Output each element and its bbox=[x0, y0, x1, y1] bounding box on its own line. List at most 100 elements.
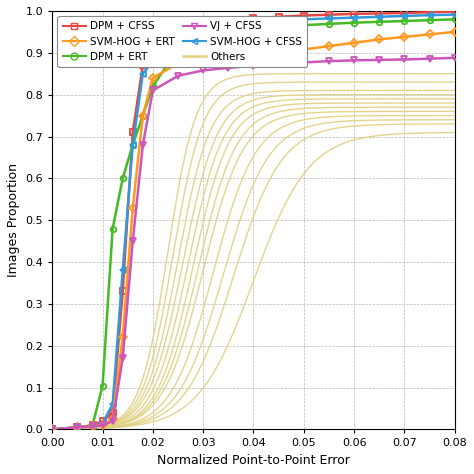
SVM-HOG + ERT bbox=[376, 36, 382, 42]
DPM + ERT bbox=[74, 425, 80, 430]
DPM + ERT bbox=[100, 383, 105, 388]
VJ + CFSS bbox=[452, 55, 457, 61]
SVM-HOG + ERT bbox=[74, 425, 80, 430]
VJ + CFSS bbox=[351, 57, 357, 63]
SVM-HOG + ERT bbox=[226, 54, 231, 60]
SVM-HOG + ERT bbox=[90, 423, 95, 429]
VJ + CFSS bbox=[401, 57, 407, 63]
VJ + CFSS bbox=[376, 57, 382, 63]
VJ + CFSS bbox=[100, 422, 105, 428]
SVM-HOG + ERT bbox=[175, 60, 181, 66]
DPM + CFSS bbox=[326, 12, 332, 18]
DPM + ERT bbox=[276, 24, 282, 30]
DPM + CFSS bbox=[226, 18, 231, 24]
Line: VJ + CFSS: VJ + CFSS bbox=[49, 55, 457, 432]
DPM + CFSS bbox=[130, 129, 136, 135]
DPM + ERT bbox=[201, 37, 206, 43]
Legend: DPM + CFSS, SVM-HOG + ERT, DPM + ERT, VJ + CFSS, SVM-HOG + CFSS, Others: DPM + CFSS, SVM-HOG + ERT, DPM + ERT, VJ… bbox=[57, 16, 307, 67]
VJ + CFSS bbox=[49, 427, 55, 432]
VJ + CFSS bbox=[110, 418, 116, 424]
SVM-HOG + CFSS bbox=[110, 401, 116, 407]
SVM-HOG + ERT bbox=[150, 75, 156, 81]
DPM + ERT bbox=[226, 31, 231, 37]
DPM + ERT bbox=[326, 21, 332, 27]
SVM-HOG + ERT bbox=[49, 427, 55, 432]
DPM + CFSS bbox=[140, 63, 146, 68]
VJ + CFSS bbox=[120, 356, 126, 361]
Line: DPM + ERT: DPM + ERT bbox=[49, 17, 457, 432]
SVM-HOG + CFSS bbox=[226, 22, 231, 28]
DPM + ERT bbox=[150, 83, 156, 89]
DPM + CFSS bbox=[74, 425, 80, 430]
VJ + CFSS bbox=[301, 60, 307, 65]
SVM-HOG + CFSS bbox=[251, 20, 256, 26]
VJ + CFSS bbox=[74, 425, 80, 430]
VJ + CFSS bbox=[90, 423, 95, 429]
Line: SVM-HOG + ERT: SVM-HOG + ERT bbox=[49, 29, 457, 432]
SVM-HOG + CFSS bbox=[452, 12, 457, 18]
VJ + CFSS bbox=[175, 73, 181, 79]
VJ + CFSS bbox=[251, 63, 256, 69]
Line: SVM-HOG + CFSS: SVM-HOG + CFSS bbox=[49, 12, 457, 432]
SVM-HOG + CFSS bbox=[90, 423, 95, 429]
DPM + ERT bbox=[49, 427, 55, 432]
DPM + ERT bbox=[251, 27, 256, 33]
SVM-HOG + CFSS bbox=[120, 268, 126, 273]
VJ + CFSS bbox=[140, 142, 146, 148]
DPM + CFSS bbox=[90, 422, 95, 428]
SVM-HOG + ERT bbox=[452, 29, 457, 35]
SVM-HOG + ERT bbox=[301, 46, 307, 52]
SVM-HOG + ERT bbox=[120, 335, 126, 340]
DPM + CFSS bbox=[251, 16, 256, 21]
SVM-HOG + CFSS bbox=[276, 18, 282, 23]
SVM-HOG + CFSS bbox=[140, 71, 146, 77]
DPM + CFSS bbox=[351, 11, 357, 17]
SVM-HOG + CFSS bbox=[301, 17, 307, 22]
DPM + ERT bbox=[301, 22, 307, 28]
DPM + CFSS bbox=[301, 13, 307, 18]
VJ + CFSS bbox=[150, 88, 156, 93]
SVM-HOG + ERT bbox=[326, 43, 332, 49]
VJ + CFSS bbox=[130, 238, 136, 244]
SVM-HOG + ERT bbox=[276, 50, 282, 55]
SVM-HOG + CFSS bbox=[130, 142, 136, 148]
DPM + CFSS bbox=[100, 418, 105, 424]
SVM-HOG + CFSS bbox=[150, 58, 156, 64]
DPM + CFSS bbox=[401, 10, 407, 16]
DPM + ERT bbox=[120, 175, 126, 181]
DPM + ERT bbox=[351, 20, 357, 26]
SVM-HOG + ERT bbox=[110, 416, 116, 422]
SVM-HOG + ERT bbox=[201, 56, 206, 62]
SVM-HOG + CFSS bbox=[326, 16, 332, 21]
VJ + CFSS bbox=[201, 67, 206, 73]
Line: DPM + CFSS: DPM + CFSS bbox=[49, 9, 457, 432]
SVM-HOG + ERT bbox=[351, 40, 357, 46]
DPM + ERT bbox=[376, 19, 382, 25]
DPM + CFSS bbox=[120, 289, 126, 294]
Y-axis label: Images Proportion: Images Proportion bbox=[7, 163, 20, 277]
SVM-HOG + ERT bbox=[130, 205, 136, 210]
VJ + CFSS bbox=[226, 65, 231, 71]
SVM-HOG + CFSS bbox=[401, 13, 407, 19]
SVM-HOG + CFSS bbox=[376, 14, 382, 19]
DPM + ERT bbox=[110, 226, 116, 231]
DPM + ERT bbox=[401, 18, 407, 24]
SVM-HOG + CFSS bbox=[201, 26, 206, 31]
DPM + ERT bbox=[175, 46, 181, 52]
DPM + CFSS bbox=[175, 29, 181, 35]
DPM + ERT bbox=[427, 18, 432, 23]
DPM + ERT bbox=[140, 113, 146, 118]
SVM-HOG + CFSS bbox=[351, 15, 357, 20]
DPM + CFSS bbox=[201, 21, 206, 27]
DPM + CFSS bbox=[49, 427, 55, 432]
DPM + CFSS bbox=[376, 10, 382, 16]
SVM-HOG + ERT bbox=[100, 422, 105, 428]
X-axis label: Normalized Point-to-Point Error: Normalized Point-to-Point Error bbox=[157, 454, 350, 467]
VJ + CFSS bbox=[326, 58, 332, 64]
SVM-HOG + ERT bbox=[251, 52, 256, 58]
SVM-HOG + ERT bbox=[427, 32, 432, 37]
SVM-HOG + CFSS bbox=[49, 427, 55, 432]
DPM + CFSS bbox=[427, 9, 432, 15]
SVM-HOG + CFSS bbox=[74, 425, 80, 430]
DPM + CFSS bbox=[110, 410, 116, 416]
